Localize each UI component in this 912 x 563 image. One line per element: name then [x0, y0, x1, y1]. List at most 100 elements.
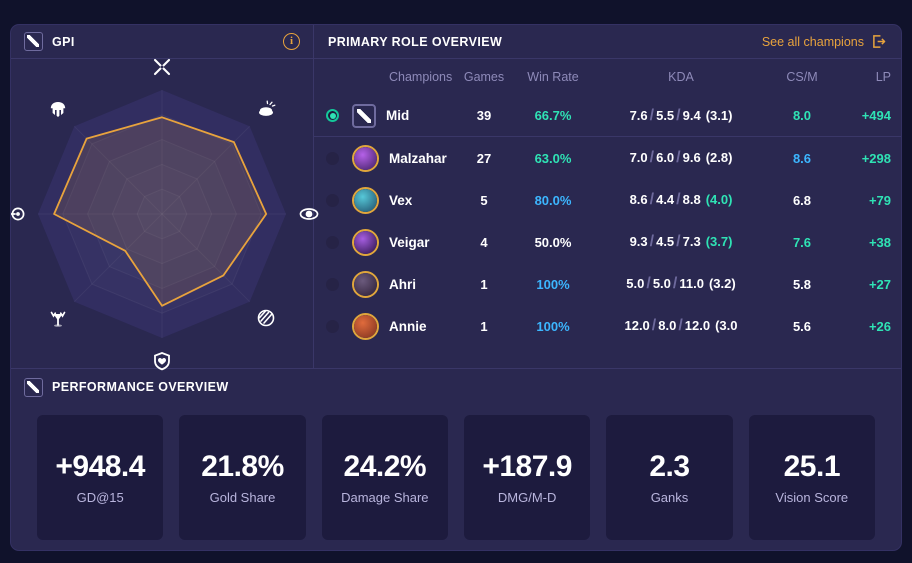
champion-cell: Ahri — [352, 270, 453, 298]
trident-icon — [46, 306, 70, 330]
see-all-champions-label: See all champions — [761, 34, 864, 49]
row-select-cell[interactable] — [326, 235, 352, 249]
column-header-champions: Champions — [389, 70, 453, 84]
row-radio-annie[interactable] — [326, 319, 339, 333]
heart-shield-icon — [150, 349, 174, 373]
row-radio-ahri[interactable] — [326, 277, 339, 291]
champion-cell: Vex — [352, 186, 453, 214]
row-select-cell[interactable] — [326, 109, 352, 122]
row-radio-malzahar[interactable] — [326, 151, 339, 165]
champions-table: Champions Games Win Rate KDA CS/M LP Mid… — [314, 59, 901, 368]
kda-kills: 5.0 — [626, 276, 645, 291]
performance-card-label: DMG/M-D — [497, 490, 557, 505]
column-header-games: Games — [463, 70, 505, 84]
primary-role-overview-panel: PRIMARY ROLE OVERVIEW See all champions … — [314, 25, 901, 368]
performance-card-value: 25.1 — [783, 450, 841, 483]
mid-lane-icon — [352, 103, 376, 128]
avatar — [352, 144, 379, 172]
row-select-cell[interactable] — [326, 193, 352, 207]
champion-cell: Veigar — [352, 228, 453, 256]
column-header-csm: CS/M — [786, 70, 818, 84]
kda-deaths: 4.5 — [656, 234, 675, 249]
table-row[interactable]: Vex 5 80.0% 8.6/4.4/8.8 (4.0) 6.8 +79 — [314, 179, 901, 221]
kda-value: 9.3/4.5/7.3 (3.7) — [629, 233, 733, 250]
kda-deaths: 8.0 — [658, 318, 677, 333]
gpi-panel-header: GPI i — [11, 25, 313, 59]
win-rate-value: 66.7% — [534, 108, 572, 123]
csm-value: 5.8 — [792, 276, 812, 292]
row-select-cell[interactable] — [326, 319, 352, 333]
kda-ratio: (3.0 — [715, 318, 738, 333]
column-header-win-rate: Win Rate — [527, 70, 579, 84]
row-select-cell[interactable] — [326, 151, 352, 165]
games-value: 1 — [480, 276, 488, 292]
games-value: 39 — [476, 108, 492, 123]
win-rate-value: 100% — [536, 318, 570, 334]
win-rate-value: 80.0% — [534, 192, 572, 208]
csm-value: 7.6 — [792, 234, 812, 250]
win-rate-value: 63.0% — [534, 150, 572, 166]
kda-value: 12.0/8.0/12.0 (3.0 — [624, 317, 738, 334]
kda-kills: 7.0 — [629, 150, 648, 165]
kda-kills: 9.3 — [629, 234, 648, 249]
games-value: 1 — [480, 318, 488, 334]
row-radio-mid[interactable] — [326, 109, 339, 122]
performance-card-value: +948.4 — [55, 450, 145, 483]
performance-card-label: GD@15 — [76, 490, 124, 505]
performance-card: 2.3 Ganks — [606, 415, 733, 540]
helmet-icon — [46, 98, 70, 122]
kda-deaths: 6.0 — [656, 150, 675, 165]
champion-name: Vex — [389, 192, 413, 208]
kda-assists: 7.3 — [682, 234, 701, 249]
table-row[interactable]: Malzahar 27 63.0% 7.0/6.0/9.6 (2.8) 8.6 +298 — [314, 137, 901, 179]
performance-card-label: Vision Score — [775, 490, 849, 505]
performance-overview-header: PERFORMANCE OVERVIEW — [11, 369, 901, 405]
win-rate-value: 50.0% — [534, 234, 572, 250]
target-arrow-icon — [11, 202, 27, 226]
see-all-champions-link[interactable]: See all champions — [762, 34, 887, 49]
performance-card-label: Ganks — [650, 490, 689, 505]
champion-name: Veigar — [389, 234, 430, 250]
performance-overview-panel: PERFORMANCE OVERVIEW +948.4 GD@15 21.8% Gol… — [11, 369, 901, 540]
performance-card-value: +187.9 — [482, 450, 572, 483]
performance-overview-title: PERFORMANCE OVERVIEW — [52, 380, 229, 394]
lp-value: +27 — [868, 276, 891, 292]
lp-value: +79 — [868, 192, 891, 208]
scratch-marks-icon — [254, 306, 278, 330]
kda-ratio: (3.1) — [705, 107, 733, 123]
champion-cell: Malzahar — [352, 144, 453, 172]
table-header-row: Champions Games Win Rate KDA CS/M LP — [314, 59, 901, 95]
external-link-icon — [873, 35, 886, 48]
coins-icon — [254, 98, 278, 122]
games-value: 4 — [480, 234, 488, 250]
kda-ratio: (4.0) — [705, 192, 733, 207]
kda-assists: 11.0 — [679, 276, 704, 291]
champion-cell: Mid — [352, 103, 453, 128]
info-icon[interactable]: i — [283, 33, 300, 50]
performance-cards-grid: +948.4 GD@15 21.8% Gold Share 24.2% Damage Sh… — [11, 405, 901, 540]
kda-deaths: 5.0 — [652, 276, 671, 291]
avatar — [352, 228, 379, 256]
row-radio-veigar[interactable] — [326, 235, 339, 249]
champion-name: Ahri — [389, 276, 416, 292]
table-row[interactable]: Ahri 1 100% 5.0/5.0/11.0 (3.2) 5.8 +27 — [314, 263, 901, 305]
games-value: 27 — [476, 150, 492, 166]
champion-cell: Annie — [352, 312, 453, 340]
performance-card: +187.9 DMG/M-D — [463, 415, 591, 540]
gpi-radar-chart[interactable] — [11, 58, 319, 371]
avatar — [352, 270, 379, 298]
row-radio-vex[interactable] — [326, 193, 339, 207]
pencil-icon — [24, 32, 43, 51]
kda-value: 5.0/5.0/11.0 (3.2) — [626, 275, 736, 292]
performance-card: 21.8% Gold Share — [179, 415, 306, 540]
csm-value: 8.0 — [792, 108, 812, 123]
radar-svg — [38, 90, 286, 338]
table-row[interactable]: Veigar 4 50.0% 9.3/4.5/7.3 (3.7) 7.6 +38 — [314, 221, 901, 263]
row-select-cell[interactable] — [326, 277, 352, 291]
performance-card-value: 24.2% — [343, 450, 427, 483]
performance-card: +948.4 GD@15 — [37, 415, 164, 540]
table-row[interactable]: Annie 1 100% 12.0/8.0/12.0 (3.0 5.6 +26 — [314, 305, 901, 347]
table-row[interactable]: Mid 39 66.7% 7.6/5.5/9.4 (3.1) 8.0 +494 — [314, 95, 901, 137]
kda-kills: 12.0 — [624, 318, 650, 333]
